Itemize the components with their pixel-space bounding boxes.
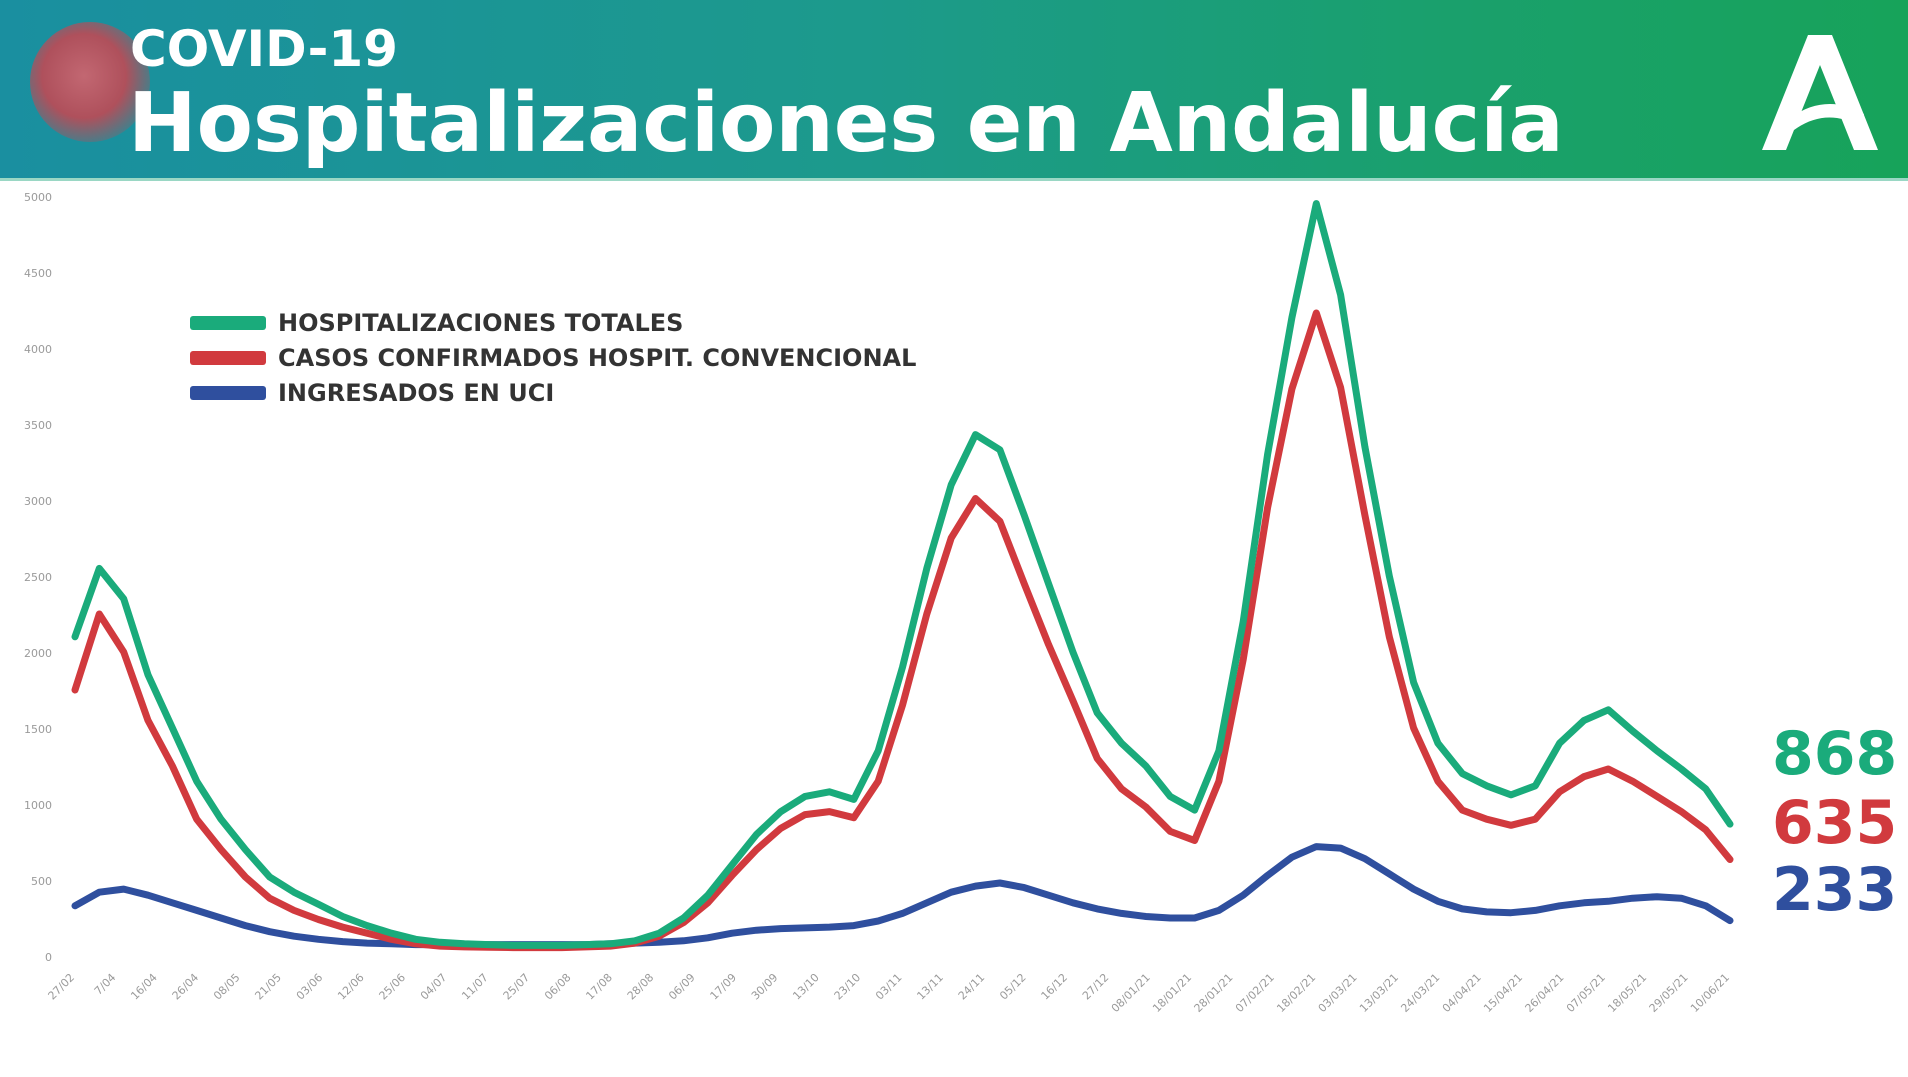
legend-swatch [190,316,266,330]
x-tick-label: 06/08 [542,971,574,1003]
x-tick-label: 03/03/21 [1316,971,1360,1015]
x-tick-label: 17/08 [583,971,615,1003]
x-tick-label: 24/03/21 [1398,971,1442,1015]
y-tick-label: 4000 [24,343,52,356]
y-tick-label: 1000 [24,799,52,812]
x-tick-label: 13/10 [790,971,822,1003]
x-tick-label: 04/07 [418,971,450,1003]
x-tick-label: 25/07 [501,971,533,1003]
header-banner: COVID-19 Hospitalizaciones en Andalucía [0,0,1908,181]
x-tick-label: 12/06 [335,971,367,1003]
x-tick-label: 15/04/21 [1481,971,1525,1015]
end-value-total: 868 [1772,719,1898,789]
x-tick-label: 06/09 [666,971,698,1003]
x-tick-label: 03/11 [873,971,905,1003]
x-tick-label: 29/05/21 [1647,971,1691,1015]
x-tick-label: 26/04/21 [1522,971,1566,1015]
x-tick-label: 27/12 [1080,971,1112,1003]
y-tick-label: 1500 [24,723,52,736]
x-tick-label: 18/05/21 [1605,971,1649,1015]
y-tick-label: 2000 [24,647,52,660]
x-tick-label: 7/04 [92,971,119,998]
x-tick-label: 21/05 [252,971,284,1003]
y-tick-label: 500 [31,875,52,888]
x-tick-label: 28/08 [625,971,657,1003]
header-kicker: COVID-19 [130,20,398,78]
x-tick-label: 25/06 [377,971,409,1003]
y-tick-label: 4500 [24,267,52,280]
junta-de-andalucia-logo [1762,35,1878,150]
legend-swatch [190,386,266,400]
x-tick-label: 05/12 [997,971,1029,1003]
x-tick-label: 17/09 [708,971,740,1003]
end-value-uci: 233 [1772,855,1898,925]
x-tick-label: 28/01/21 [1191,971,1235,1015]
x-tick-label: 08/01/21 [1109,971,1153,1015]
legend-label: INGRESADOS EN UCI [278,379,554,407]
hospitalizations-chart: 0 500 1000 1500 2000 2500 3000 3500 4000 4500 5000… [24,191,1734,1015]
x-tick-label: 24/11 [956,971,988,1003]
x-tick-label: 23/10 [832,971,864,1003]
y-tick-label: 3500 [24,419,52,432]
x-tick-label: 13/03/21 [1357,971,1401,1015]
x-tick-label: 11/07 [459,971,491,1003]
x-tick-label: 03/06 [294,971,326,1003]
x-tick-label: 10/06/21 [1688,971,1732,1015]
x-tick-label: 30/09 [749,971,781,1003]
x-tick-label: 26/04 [170,971,202,1003]
x-tick-label: 07/02/21 [1233,971,1277,1015]
page-title: Hospitalizaciones en Andalucía [128,76,1564,171]
x-tick-label: 16/04 [128,971,160,1003]
x-tick-label: 18/02/21 [1274,971,1318,1015]
y-tick-label: 2500 [24,571,52,584]
coronavirus-icon [30,22,150,142]
y-tick-label: 0 [45,951,52,964]
y-tick-label: 3000 [24,495,52,508]
series-line-2 [71,843,1734,949]
series-line-1 [71,309,1734,952]
x-tick-label: 27/02 [46,971,78,1003]
x-tick-label: 13/11 [914,971,946,1003]
series-line-0 [71,200,1734,949]
x-tick-label: 08/05 [211,971,243,1003]
legend-label: HOSPITALIZACIONES TOTALES [278,309,683,337]
x-tick-label: 04/04/21 [1440,971,1484,1015]
x-tick-label: 07/05/21 [1564,971,1608,1015]
y-tick-label: 5000 [24,191,52,204]
legend-label: CASOS CONFIRMADOS HOSPIT. CONVENCIONAL [278,344,916,372]
end-value-convencional: 635 [1772,788,1898,858]
x-tick-label: 18/01/21 [1150,971,1194,1015]
legend-swatch [190,351,266,365]
x-tick-label: 16/12 [1039,971,1071,1003]
